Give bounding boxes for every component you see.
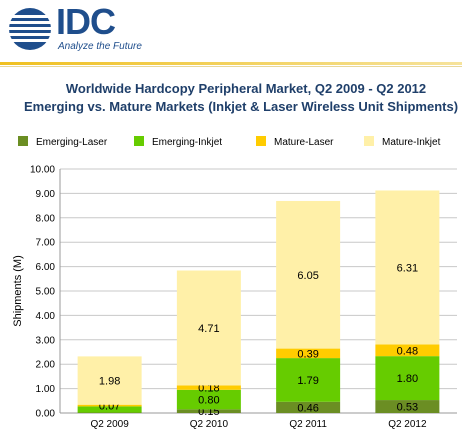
bar-3-1 <box>375 356 440 401</box>
bar-3-0 <box>375 400 440 413</box>
bar-0-2 <box>77 404 142 407</box>
data-label-1-3: 4.71 <box>198 323 219 335</box>
y-tick-label-2: 2.00 <box>36 360 56 371</box>
bar-2-1 <box>276 358 341 402</box>
y-tick-label-9: 9.00 <box>36 189 56 200</box>
bar-2-2 <box>276 348 341 359</box>
data-label-3-2: 0.48 <box>397 345 418 357</box>
legend-label-0: Emerging-Laser <box>36 137 108 148</box>
data-label-2-2: 0.39 <box>297 348 318 360</box>
header-divider-thin <box>0 66 462 67</box>
legend-swatch-2 <box>256 136 266 146</box>
data-label-3-1: 1.80 <box>397 373 418 385</box>
y-tick-label-8: 8.00 <box>36 213 56 224</box>
bar-0-1 <box>77 406 142 413</box>
y-tick-label-5: 5.00 <box>36 287 56 298</box>
x-tick-label-2: Q2 2011 <box>289 419 327 430</box>
y-axis-label: Shipments (M) <box>12 255 24 327</box>
idc-globe-icon <box>8 8 52 50</box>
header: IDC Analyze the Future <box>0 0 462 62</box>
bar-1-1 <box>176 389 241 410</box>
bar-2-3 <box>276 200 341 349</box>
y-tick-label-6: 6.00 <box>36 262 56 273</box>
x-axis: Q2 2009 Q2 2010 Q2 2011 Q2 2012 <box>90 419 427 430</box>
header-divider <box>0 62 462 65</box>
legend-label-3: Mature-Inkjet <box>382 137 441 148</box>
data-label-3-0: 0.53 <box>397 402 418 414</box>
bar-3-3 <box>375 190 440 345</box>
x-tick-label-3: Q2 2012 <box>388 419 427 430</box>
y-tick-label-0: 0.00 <box>36 409 56 420</box>
y-tick-label-3: 3.00 <box>36 335 56 346</box>
bar-1-0 <box>176 409 241 413</box>
y-tick-label-4: 4.00 <box>36 311 56 322</box>
x-tick-label-1: Q2 2010 <box>190 419 229 430</box>
logo-tagline: Analyze the Future <box>58 41 142 52</box>
y-tick-label-1: 1.00 <box>36 384 56 395</box>
bar-0-3 <box>77 356 142 405</box>
data-label-2-1: 1.79 <box>297 375 318 387</box>
bar-3-2 <box>375 344 440 357</box>
legend-swatch-1 <box>134 136 144 146</box>
x-tick-label-0: Q2 2009 <box>90 419 129 430</box>
bar-1-2 <box>176 385 241 390</box>
logo-text: IDC <box>56 1 116 42</box>
chart-legend: Emerging-Laser Emerging-Inkjet Mature-Lase… <box>18 136 441 148</box>
chart-bars: 0.071.980.150.800.184.710.461.790.396.05… <box>77 190 440 418</box>
chart-title: Worldwide Hardcopy Peripheral Market, Q2… <box>65 81 427 96</box>
data-label-2-0: 0.46 <box>297 402 318 414</box>
legend-swatch-0 <box>18 136 28 146</box>
legend-label-1: Emerging-Inkjet <box>152 137 222 148</box>
data-label-2-3: 6.05 <box>297 270 318 282</box>
legend-label-2: Mature-Laser <box>274 137 334 148</box>
y-tick-label-7: 7.00 <box>36 238 56 249</box>
y-tick-label-10: 10.00 <box>30 165 55 176</box>
bar-2-0 <box>276 401 341 413</box>
bar-1-3 <box>176 270 241 386</box>
data-label-1-1: 0.80 <box>198 395 219 407</box>
data-label-3-3: 6.31 <box>397 262 418 274</box>
chart-subtitle: Emerging vs. Mature Markets (Inkjet & La… <box>23 99 459 114</box>
legend-swatch-3 <box>364 136 374 146</box>
data-label-0-3: 1.98 <box>99 376 120 388</box>
data-label-1-2: 0.18 <box>198 383 219 395</box>
